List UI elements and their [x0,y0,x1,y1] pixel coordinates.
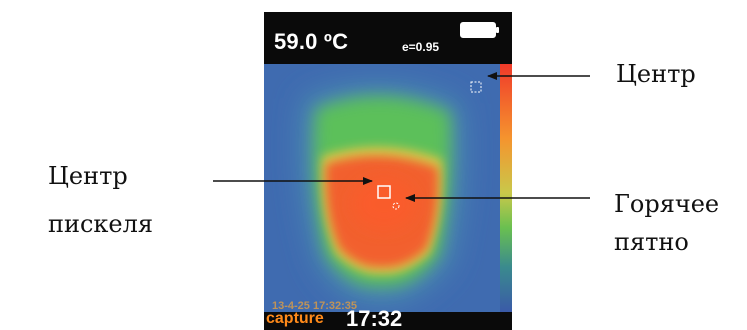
battery-icon [460,22,499,38]
bottom-bar: capture 17:32 [264,306,512,330]
temperature-readout: 59.0 ºC [274,29,349,54]
thermal-camera-screen: 59.0 ºC e=0.95 [264,12,512,330]
hot-spot-marker [392,202,400,210]
temperature-color-scale [500,64,512,312]
label-hot-spot-line2: пятно [614,228,689,256]
thermal-heatmap [264,64,500,312]
emissivity-readout: e=0.95 [402,40,440,54]
status-bar: 59.0 ºC e=0.95 [264,12,512,64]
pixel-center-marker [377,185,391,199]
label-pixel-center-line2: пискеля [48,210,154,238]
label-hot-spot-line1: Горячее [614,190,720,218]
label-pixel-center-line1: Центр [48,162,128,190]
thermal-image: 13-4-25 17:32:35 [264,64,500,312]
label-center: Центр [616,60,696,88]
capture-mode-label: capture [266,310,324,327]
clock-readout: 17:32 [346,306,403,330]
capture-timestamp: 13-4-25 17:32:35 [272,300,358,312]
center-reticle-icon [470,81,482,93]
